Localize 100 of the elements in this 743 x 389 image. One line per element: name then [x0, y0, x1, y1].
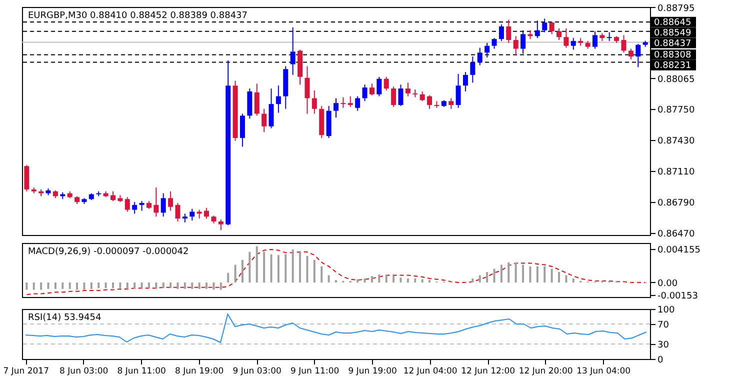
candlestick [470, 56, 476, 84]
y-tick-label: 0.87430 [658, 136, 695, 146]
bar [90, 282, 92, 289]
x-tick-label: 9 Jun 03:00 [232, 366, 282, 376]
candlestick [621, 34, 626, 54]
candlestick [218, 218, 224, 231]
bar [522, 264, 524, 282]
y-tick-label: 100 [658, 306, 675, 316]
bar [370, 276, 373, 282]
chart-title: EURGBP,M30 0.88410 0.88452 0.88389 0.88437 [28, 11, 248, 21]
y-tick-label: 0.86790 [658, 198, 695, 209]
bar [284, 254, 287, 282]
y-tick-label: 70 [658, 320, 670, 330]
candlestick [420, 90, 425, 102]
bar [54, 282, 56, 289]
x-tick-label: 8 Jun 19:00 [175, 366, 224, 376]
candlestick [398, 84, 404, 106]
chart-title: RSI(14) 53.9454 [28, 313, 102, 323]
candlestick [492, 38, 497, 50]
candlestick [110, 190, 116, 202]
candlestick [592, 30, 598, 50]
bar [406, 278, 409, 282]
candlestick [254, 83, 260, 116]
bar [104, 282, 107, 288]
candlestick [427, 94, 432, 110]
bar [40, 282, 42, 290]
y-tick-label: 0.87750 [658, 105, 695, 116]
candlestick [405, 82, 410, 97]
y-tick-label: 0.86470 [658, 230, 695, 240]
bar [248, 252, 251, 282]
bar [514, 262, 517, 282]
ref-line-label: 0.88231 [654, 61, 692, 72]
bar [550, 268, 553, 282]
y-tick-label: 0.004155 [658, 246, 700, 256]
bar [32, 282, 35, 290]
bar [212, 282, 215, 290]
candlestick [570, 38, 576, 50]
candlestick [160, 192, 166, 218]
bar [68, 282, 71, 289]
candlestick [456, 73, 461, 108]
candlestick [556, 28, 562, 40]
y-tick-label: 0.00 [658, 278, 678, 289]
bar [98, 282, 100, 288]
candlestick [369, 83, 374, 96]
bar [364, 278, 366, 282]
bar [356, 279, 359, 282]
bar [155, 282, 158, 289]
ref-line-label: 0.88308 [654, 50, 692, 61]
bar [486, 272, 488, 282]
bar [270, 254, 272, 282]
bar [508, 262, 510, 282]
y-tick-label: 0.88795 [658, 4, 695, 14]
candlestick [606, 32, 612, 42]
candlestick [312, 90, 317, 114]
candlestick [498, 24, 504, 42]
bar [472, 278, 474, 282]
candlestick [549, 21, 554, 35]
ref-line-label: 0.88549 [654, 28, 692, 39]
bar [313, 260, 316, 282]
bar [544, 266, 546, 282]
candlestick [355, 96, 360, 112]
bar [320, 266, 323, 282]
x-tick-label: 9 Jun 11:00 [290, 366, 340, 376]
bar [572, 278, 574, 282]
bar [176, 282, 179, 289]
bar [328, 275, 330, 282]
bar [170, 282, 172, 288]
y-tick-label: 0 [658, 356, 664, 366]
x-tick-label: 12 Jun 04:00 [403, 366, 458, 376]
candlestick [636, 43, 641, 68]
line-series [25, 314, 647, 343]
bar [292, 249, 294, 282]
bar [536, 266, 538, 282]
bar [26, 282, 28, 290]
bar [414, 278, 416, 282]
bar [206, 282, 208, 289]
candlestick [290, 26, 296, 76]
bar [47, 282, 50, 289]
bar [256, 246, 258, 282]
bar [76, 282, 78, 290]
x-tick-label: 7 Jun 2017 [3, 366, 49, 376]
line-series [26, 248, 646, 296]
candlestick [139, 200, 144, 212]
candlestick [564, 28, 569, 48]
y-tick-label: 30 [658, 340, 670, 350]
candlestick [240, 113, 245, 148]
bar [400, 278, 402, 282]
bar [306, 256, 308, 282]
x-tick-label: 8 Jun 03:00 [60, 366, 108, 376]
candlestick [204, 207, 210, 220]
bar [134, 282, 136, 289]
bar [234, 264, 236, 282]
candlestick [334, 98, 338, 118]
bar [392, 276, 395, 282]
bar [119, 282, 122, 288]
y-tick-label: 0.87110 [658, 167, 695, 178]
bar [220, 282, 222, 290]
candlestick [348, 96, 353, 108]
bar [299, 252, 302, 282]
candlestick [132, 202, 138, 214]
